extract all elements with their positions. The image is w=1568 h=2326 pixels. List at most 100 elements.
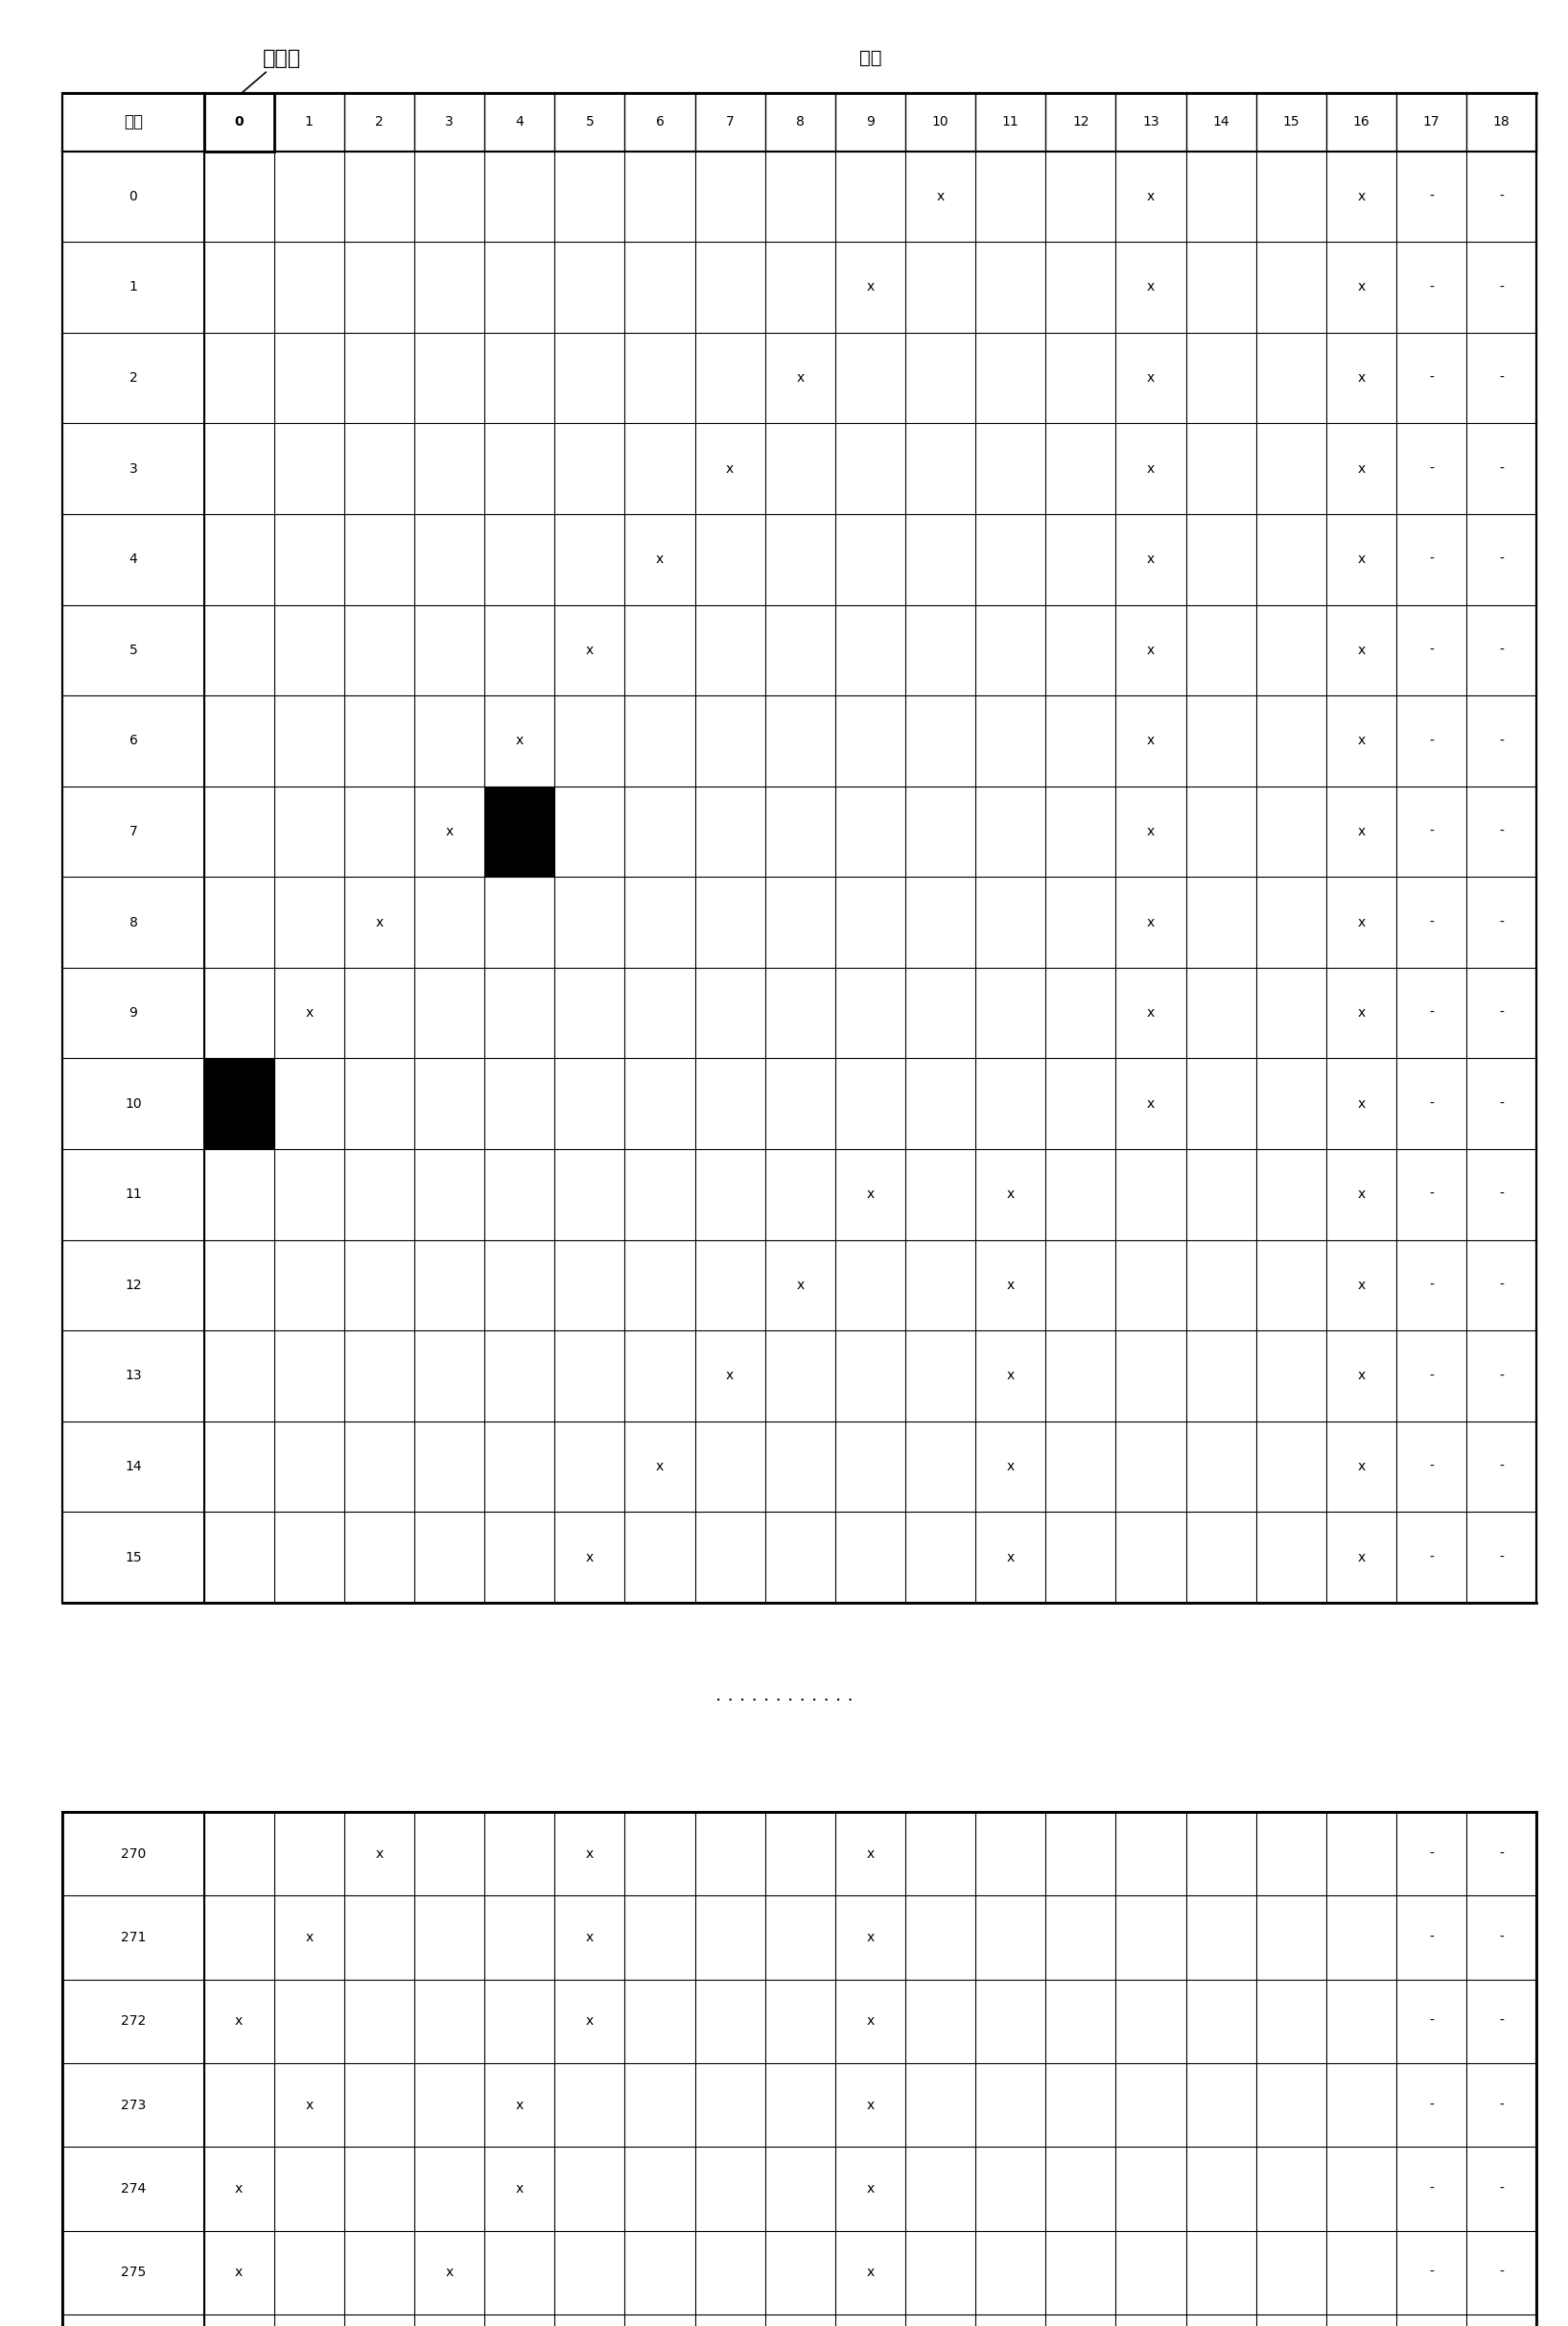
Text: 10: 10 — [125, 1098, 141, 1110]
Text: 参考点: 参考点 — [241, 49, 301, 93]
Text: -: - — [1428, 1098, 1433, 1110]
Text: x: x — [866, 281, 875, 293]
Text: x: x — [1007, 1279, 1014, 1291]
Text: x: x — [797, 1279, 804, 1291]
Text: x: x — [1007, 1189, 1014, 1200]
Text: 12: 12 — [1073, 116, 1090, 128]
Text: -: - — [1428, 2182, 1433, 2196]
Text: -: - — [1428, 554, 1433, 565]
Text: x: x — [866, 1931, 875, 1945]
Text: -: - — [1428, 1370, 1433, 1382]
Text: 270: 270 — [121, 1847, 146, 1861]
Text: 275: 275 — [121, 2266, 146, 2279]
Text: x: x — [1358, 1189, 1366, 1200]
Text: -: - — [1428, 735, 1433, 747]
Text: 271: 271 — [121, 1931, 146, 1945]
Text: 15: 15 — [1283, 116, 1300, 128]
Text: x: x — [1146, 463, 1154, 475]
Text: 12: 12 — [125, 1279, 141, 1291]
Text: -: - — [1499, 2266, 1504, 2279]
Text: x: x — [1146, 1098, 1154, 1110]
Text: -: - — [1499, 2014, 1504, 2028]
Text: x: x — [1146, 191, 1154, 202]
Text: x: x — [306, 1931, 314, 1945]
Text: x: x — [1007, 1370, 1014, 1382]
Text: x: x — [1358, 644, 1366, 656]
Text: 槽位: 槽位 — [859, 49, 881, 67]
Text: -: - — [1428, 2098, 1433, 2112]
Text: 17: 17 — [1424, 116, 1439, 128]
Text: x: x — [235, 1098, 243, 1110]
Text: x: x — [1358, 1370, 1366, 1382]
Text: 14: 14 — [1212, 116, 1229, 128]
Text: x: x — [655, 1461, 663, 1472]
FancyBboxPatch shape — [63, 1812, 1537, 2326]
Text: 14: 14 — [125, 1461, 141, 1472]
Text: 3: 3 — [445, 116, 453, 128]
Text: x: x — [586, 2014, 594, 2028]
Text: x: x — [936, 191, 944, 202]
Text: 0: 0 — [129, 191, 138, 202]
Text: x: x — [866, 2014, 875, 2028]
Text: x: x — [1146, 281, 1154, 293]
Text: -: - — [1499, 1098, 1504, 1110]
Text: -: - — [1499, 2182, 1504, 2196]
Text: 13: 13 — [1143, 116, 1159, 128]
Text: x: x — [235, 2182, 243, 2196]
Text: -: - — [1499, 281, 1504, 293]
Text: x: x — [375, 916, 383, 928]
Text: -: - — [1428, 1847, 1433, 1861]
Text: -: - — [1428, 826, 1433, 837]
FancyBboxPatch shape — [485, 786, 555, 877]
Text: 5: 5 — [585, 116, 594, 128]
Text: -: - — [1499, 826, 1504, 837]
Text: x: x — [1358, 1098, 1366, 1110]
Text: x: x — [586, 644, 594, 656]
Text: x: x — [1358, 1461, 1366, 1472]
Text: x: x — [1358, 191, 1366, 202]
Text: -: - — [1428, 281, 1433, 293]
Text: x: x — [866, 2098, 875, 2112]
Text: x: x — [1146, 554, 1154, 565]
Text: x: x — [1146, 826, 1154, 837]
Text: 9: 9 — [129, 1007, 138, 1019]
Text: -: - — [1499, 916, 1504, 928]
Text: -: - — [1499, 1847, 1504, 1861]
Text: x: x — [445, 826, 453, 837]
Text: -: - — [1499, 1007, 1504, 1019]
Text: -: - — [1499, 554, 1504, 565]
Text: 272: 272 — [121, 2014, 146, 2028]
Text: 7: 7 — [726, 116, 734, 128]
Text: 10: 10 — [931, 116, 949, 128]
Text: -: - — [1499, 463, 1504, 475]
Text: 4: 4 — [516, 116, 524, 128]
Text: x: x — [726, 463, 734, 475]
Text: -: - — [1499, 1279, 1504, 1291]
Text: x: x — [1358, 1279, 1366, 1291]
Text: 273: 273 — [121, 2098, 146, 2112]
Text: x: x — [306, 1007, 314, 1019]
Text: x: x — [1358, 554, 1366, 565]
Text: 274: 274 — [121, 2182, 146, 2196]
Text: x: x — [586, 1551, 594, 1563]
Text: -: - — [1499, 1461, 1504, 1472]
Text: x: x — [1146, 916, 1154, 928]
Text: x: x — [1146, 372, 1154, 384]
Text: x: x — [1358, 1551, 1366, 1563]
Text: x: x — [306, 2098, 314, 2112]
Text: 15: 15 — [125, 1551, 141, 1563]
Text: -: - — [1499, 735, 1504, 747]
Text: x: x — [1358, 1007, 1366, 1019]
Text: x: x — [1146, 735, 1154, 747]
Text: x: x — [1146, 644, 1154, 656]
Text: x: x — [866, 2266, 875, 2279]
Text: -: - — [1428, 191, 1433, 202]
Text: x: x — [1358, 463, 1366, 475]
Text: -: - — [1499, 1551, 1504, 1563]
Text: 3: 3 — [129, 463, 138, 475]
Text: -: - — [1428, 1189, 1433, 1200]
Text: x: x — [1358, 372, 1366, 384]
Text: -: - — [1428, 2266, 1433, 2279]
Text: x: x — [235, 2266, 243, 2279]
Text: -: - — [1428, 1007, 1433, 1019]
